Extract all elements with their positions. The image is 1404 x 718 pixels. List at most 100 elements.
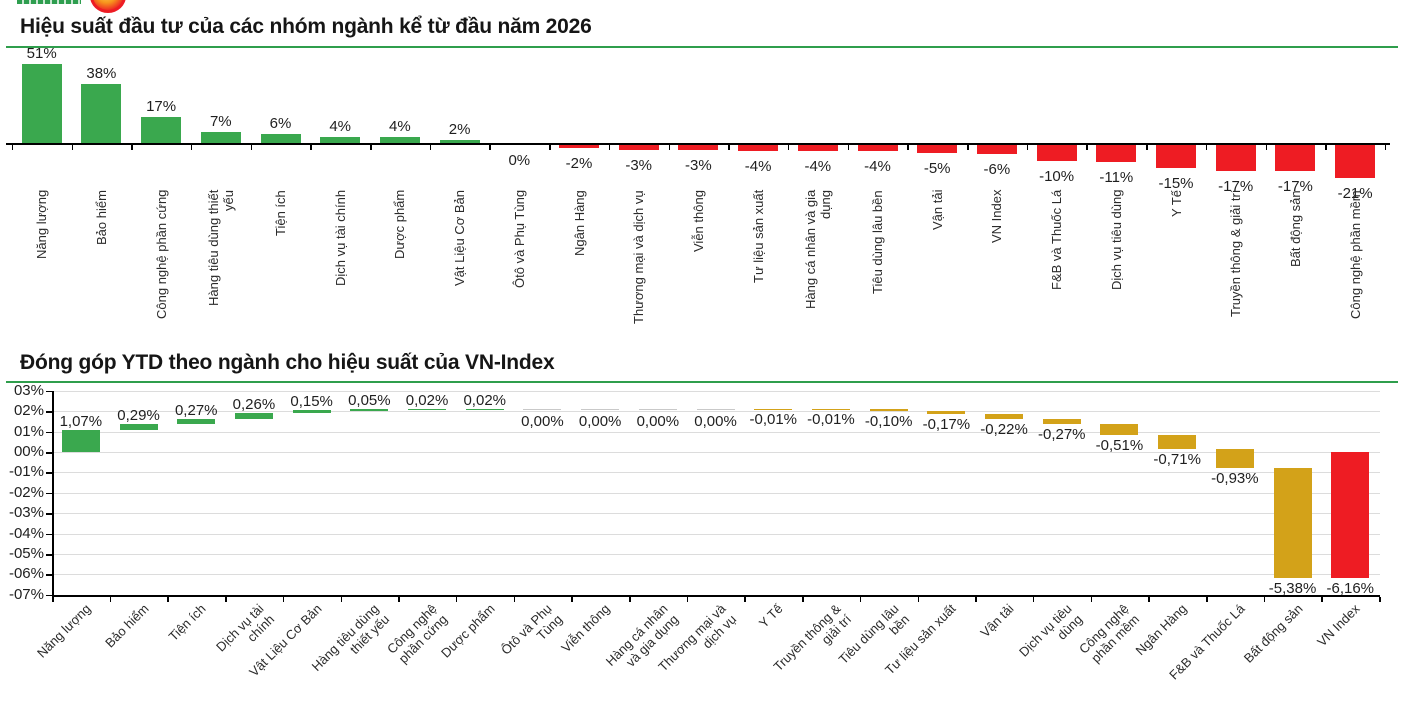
waterfall-bar xyxy=(811,408,850,411)
value-label: 4% xyxy=(389,117,411,135)
category-label-text: Vật Liệu Cơ Bản xyxy=(452,190,468,286)
axis-tick xyxy=(787,145,790,150)
bar xyxy=(1275,145,1316,172)
axis-tick xyxy=(1379,596,1381,602)
category-label: Bảo hiểm xyxy=(101,601,152,651)
y-axis-label: 00% xyxy=(13,443,44,460)
waterfall-bar xyxy=(234,413,273,419)
chart2-title-divider xyxy=(6,381,1398,383)
waterfall-bar xyxy=(869,408,908,411)
waterfall-bar xyxy=(1042,418,1081,425)
axis-tick xyxy=(429,145,432,150)
category-label: VN Index xyxy=(1314,601,1363,650)
bar xyxy=(1335,145,1376,178)
value-label: 0,00% xyxy=(636,412,680,430)
waterfall-bar xyxy=(408,408,447,411)
bar xyxy=(559,145,599,149)
bar xyxy=(320,136,361,143)
value-label: -10% xyxy=(1039,167,1075,185)
category-label: Tư liệu sản xuất xyxy=(728,190,788,342)
axis-tick xyxy=(1325,145,1327,150)
company-logo-text-fragment xyxy=(17,0,81,4)
category-label-text: Công nghệ phần mềm xyxy=(1347,190,1363,319)
x-axis-line xyxy=(52,594,1380,597)
waterfall-bar xyxy=(1158,434,1197,450)
y-axis-tick xyxy=(46,513,52,515)
category-label: F&B và Thuốc Lá xyxy=(1165,601,1248,683)
waterfall-bar xyxy=(350,409,389,411)
category-label-text: Tiêu dùng lâu bền xyxy=(870,190,885,294)
waterfall-bar xyxy=(581,408,620,411)
value-label: -4% xyxy=(864,158,891,176)
category-label: Năng lượng xyxy=(12,190,72,342)
value-label: -0,01% xyxy=(749,410,798,428)
y-axis-label: -06% xyxy=(8,565,44,583)
axis-tick xyxy=(310,145,312,150)
bar xyxy=(81,84,122,143)
axis-tick xyxy=(728,145,730,150)
category-label-text: Dược phẩm xyxy=(392,190,408,260)
bar xyxy=(1096,145,1137,163)
value-label: 0,15% xyxy=(290,393,333,411)
y-axis-tick xyxy=(46,390,52,393)
axis-tick xyxy=(250,145,253,150)
value-label: -15% xyxy=(1158,175,1194,193)
category-label: Vật Liệu Cơ Bản xyxy=(430,190,490,342)
y-axis-label: 01% xyxy=(13,422,44,440)
waterfall-bar xyxy=(292,410,331,414)
value-label: -0,93% xyxy=(1211,470,1259,488)
waterfall-bar xyxy=(927,410,966,415)
category-label: Ngân Hàng xyxy=(549,190,609,342)
axis-tick xyxy=(489,145,491,150)
bar xyxy=(857,145,898,152)
sector-performance-bar-chart: 51% Năng lượng 38% Bảo hiểm 17% Công nghệ phầ… xyxy=(0,45,1404,350)
axis-tick xyxy=(370,145,372,150)
category-label-text: Dịch vụ tiêu dùng xyxy=(1108,190,1124,291)
axis-tick xyxy=(967,145,969,150)
gridline xyxy=(52,472,1380,474)
axis-tick xyxy=(668,145,671,150)
category-label-text: Vận tải xyxy=(929,190,945,231)
y-axis-tick xyxy=(46,533,52,536)
category-label-text: Hàng cá nhân và gia dụng xyxy=(802,190,833,310)
y-axis-tick xyxy=(46,594,52,597)
bar xyxy=(678,145,719,150)
value-label: 4% xyxy=(329,117,352,135)
axis-tick xyxy=(1205,145,1208,150)
axis-tick xyxy=(1026,145,1029,150)
gridline xyxy=(52,411,1380,413)
gridline xyxy=(52,574,1380,576)
value-label: -6,16% xyxy=(1326,579,1375,597)
category-label: Hàng tiêu dùng thiết yếu xyxy=(191,190,251,342)
waterfall-bar xyxy=(638,408,677,411)
category-label-text: Truyền thông & giải trí xyxy=(1228,190,1244,318)
category-label: Tiêu dùng lâu bền xyxy=(848,190,908,342)
gridline xyxy=(52,554,1380,555)
y-axis-tick xyxy=(46,472,52,474)
value-label: -0,22% xyxy=(980,420,1028,438)
axis-tick xyxy=(571,596,573,602)
value-label: -6% xyxy=(983,161,1011,179)
bar xyxy=(200,132,241,143)
bar xyxy=(976,145,1017,155)
axis-tick xyxy=(1032,596,1035,602)
value-label: 7% xyxy=(209,113,232,131)
bar xyxy=(439,139,480,143)
axis-tick xyxy=(167,596,169,602)
y-axis-line xyxy=(52,390,54,597)
category-label: Năng lượng xyxy=(33,601,94,661)
category-label: Y Tế xyxy=(1146,190,1206,342)
value-label: -0,51% xyxy=(1095,436,1144,454)
category-label-text: Năng lượng xyxy=(34,190,50,260)
category-label-text: Thương mại và dịch vụ xyxy=(631,190,647,324)
category-label-text: Y Tế xyxy=(1168,190,1184,217)
category-label-text: Công nghệ phần cứng xyxy=(153,190,169,320)
category-label: F&B và Thuốc Lá xyxy=(1027,190,1087,342)
bar xyxy=(379,136,420,143)
waterfall-bar xyxy=(465,408,504,411)
y-axis-label: -05% xyxy=(8,545,44,562)
waterfall-bar xyxy=(1331,452,1370,578)
category-label: Truyền thông & giải trí xyxy=(1206,190,1266,342)
value-label: -0,71% xyxy=(1153,451,1201,469)
axis-tick xyxy=(859,596,862,602)
